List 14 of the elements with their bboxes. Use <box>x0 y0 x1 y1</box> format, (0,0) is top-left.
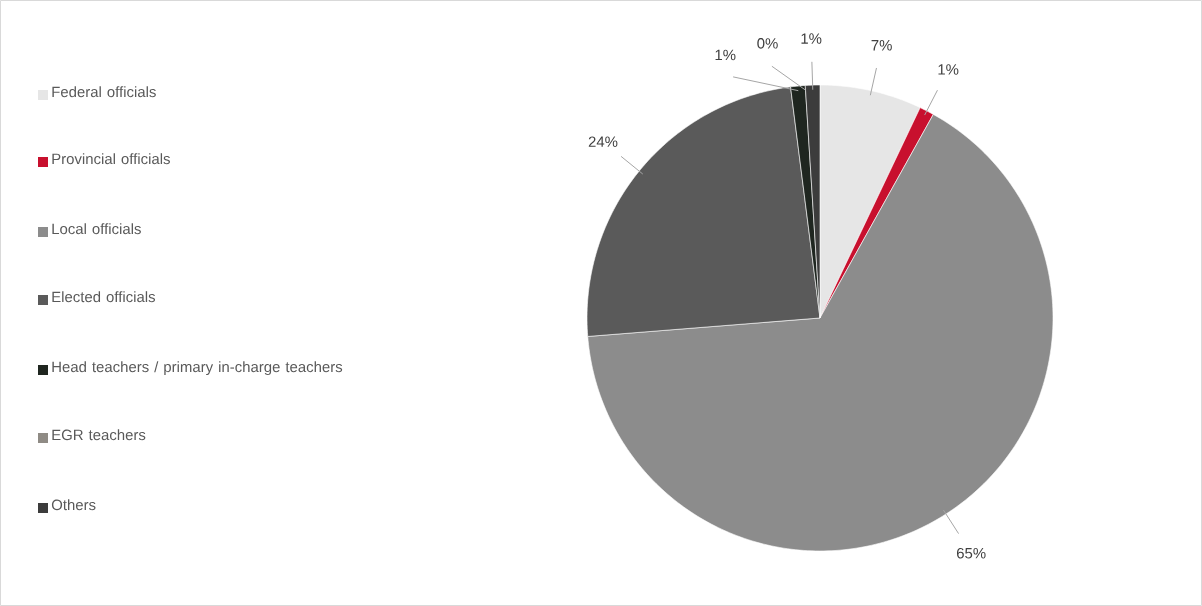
legend-label: Others <box>51 499 96 511</box>
legend-label: Elected officials <box>52 291 156 303</box>
legend-label: Head teachers / primary in-charge teachers <box>52 361 343 376</box>
legend-label: EGR teachers <box>52 429 146 441</box>
legend-label: Provincial officials <box>52 153 170 165</box>
legend-label: Federal officials <box>52 86 156 98</box>
data-label: 24% <box>588 136 618 147</box>
legend-label: Local officials <box>52 223 141 235</box>
data-label: 7% <box>871 40 892 51</box>
data-label: 1% <box>801 33 822 44</box>
data-label: 1% <box>938 64 959 75</box>
text: 0% <box>757 38 778 49</box>
data-label: 65% <box>956 547 986 559</box>
data-label: 1% <box>715 49 736 61</box>
